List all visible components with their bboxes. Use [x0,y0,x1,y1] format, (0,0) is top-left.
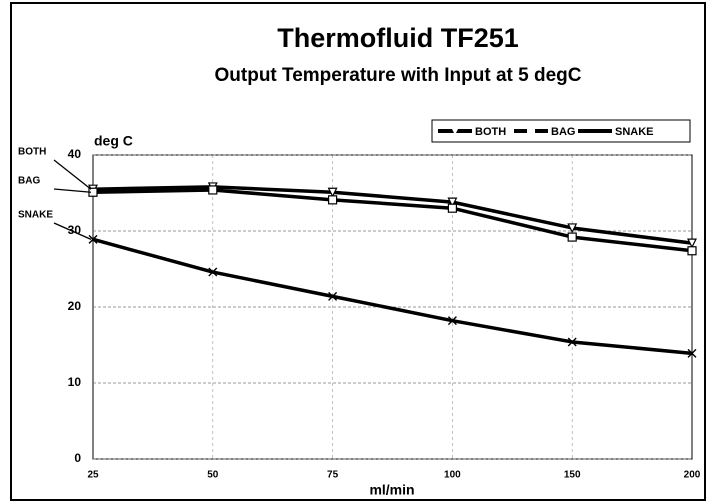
legend-label: BAG [551,126,575,138]
data-point [567,223,578,234]
data-point [327,187,338,198]
data-point [208,267,218,277]
annotation: SNAKE [18,210,53,221]
x-tick-label: 75 [327,470,339,481]
data-point [567,232,577,242]
annotation: BAG [18,176,40,187]
annotation-leader [53,188,92,193]
data-point [328,195,338,205]
data-point [687,348,697,358]
chart-title: Thermofluid TF251 [277,23,519,53]
x-tick-label: 200 [684,470,701,481]
legend-marker [527,127,535,135]
data-point [328,291,338,301]
x-tick-label: 50 [207,470,219,481]
annotation: BOTH [18,147,46,158]
series-line [92,185,693,245]
frame [10,2,706,501]
legend-label: SNAKE [615,126,654,138]
x-axis-label: ml/min [369,482,414,498]
data-point [447,203,457,213]
x-tick-label: 100 [444,470,461,481]
annotation-leader [53,222,92,240]
series-line [92,237,693,356]
annotation-leader [53,159,92,190]
y-tick-label: 40 [68,147,82,161]
data-point [447,197,458,208]
x-tick-label: 25 [87,470,99,481]
y-tick-label: 10 [68,375,82,389]
legend-box [431,119,691,143]
data-point [687,238,697,249]
chart-subtitle: Output Temperature with Input at 5 degC [215,65,582,86]
y-tick-label: 20 [68,299,82,313]
legend-label: BOTH [475,126,506,138]
data-point [447,316,457,326]
data-point [88,234,98,244]
data-point [567,337,577,347]
data-point [208,185,218,195]
legend-marker [451,127,459,135]
x-tick-label: 150 [564,470,581,481]
data-point [687,246,697,256]
y-axis-label: deg C [94,133,133,149]
series-line [92,188,693,253]
y-tick-label: 0 [74,451,81,465]
